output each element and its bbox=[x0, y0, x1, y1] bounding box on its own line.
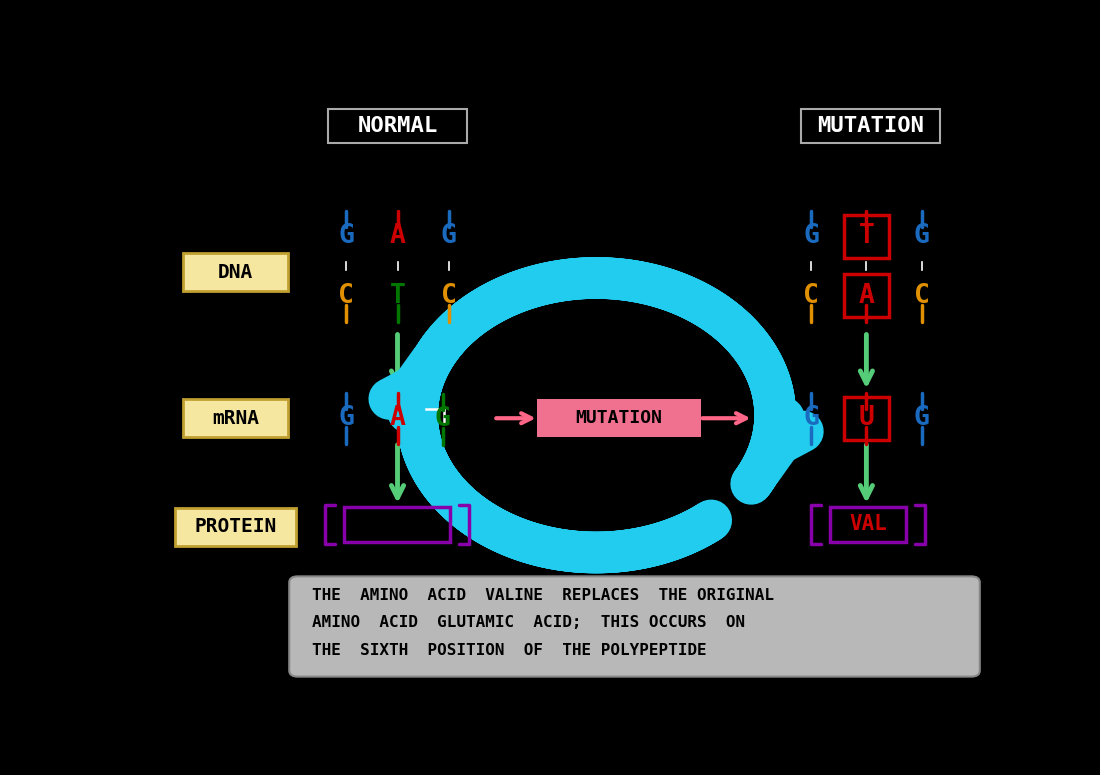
Text: MUTATION: MUTATION bbox=[817, 115, 924, 136]
Text: U: U bbox=[858, 405, 874, 431]
Text: G: G bbox=[441, 223, 456, 250]
FancyBboxPatch shape bbox=[175, 508, 297, 546]
Text: MUTATION: MUTATION bbox=[575, 409, 662, 427]
Bar bbox=[829, 507, 906, 542]
Text: G: G bbox=[803, 405, 818, 431]
Text: VAL: VAL bbox=[849, 515, 887, 535]
Text: C: C bbox=[441, 283, 456, 309]
Text: DNA: DNA bbox=[218, 263, 253, 281]
FancyBboxPatch shape bbox=[289, 577, 980, 677]
Text: G: G bbox=[914, 405, 929, 431]
Text: G: G bbox=[434, 406, 451, 432]
Text: C: C bbox=[914, 283, 929, 309]
Text: AMINO  ACID  GLUTAMIC  ACID;  THIS OCCURS  ON: AMINO ACID GLUTAMIC ACID; THIS OCCURS ON bbox=[312, 615, 746, 630]
Text: G: G bbox=[339, 223, 354, 250]
Text: THE  AMINO  ACID  VALINE  REPLACES  THE ORIGINAL: THE AMINO ACID VALINE REPLACES THE ORIGI… bbox=[312, 588, 774, 603]
FancyBboxPatch shape bbox=[183, 253, 288, 291]
FancyBboxPatch shape bbox=[183, 399, 288, 437]
Text: mRNA: mRNA bbox=[212, 408, 258, 428]
Text: THE  SIXTH  POSITION  OF  THE POLYPEPTIDE: THE SIXTH POSITION OF THE POLYPEPTIDE bbox=[312, 643, 707, 658]
Text: G: G bbox=[803, 223, 818, 250]
Text: G: G bbox=[914, 223, 929, 250]
Text: A: A bbox=[858, 283, 874, 309]
Text: C: C bbox=[339, 283, 354, 309]
Text: A: A bbox=[389, 405, 406, 431]
Text: NORMAL: NORMAL bbox=[358, 115, 438, 136]
Text: T: T bbox=[858, 223, 874, 250]
Text: PROTEIN: PROTEIN bbox=[195, 518, 277, 536]
Text: T: T bbox=[389, 283, 406, 309]
Text: C: C bbox=[803, 283, 818, 309]
Text: A: A bbox=[389, 223, 406, 250]
Bar bbox=[344, 507, 450, 542]
Text: G: G bbox=[339, 405, 354, 431]
FancyBboxPatch shape bbox=[537, 399, 702, 437]
